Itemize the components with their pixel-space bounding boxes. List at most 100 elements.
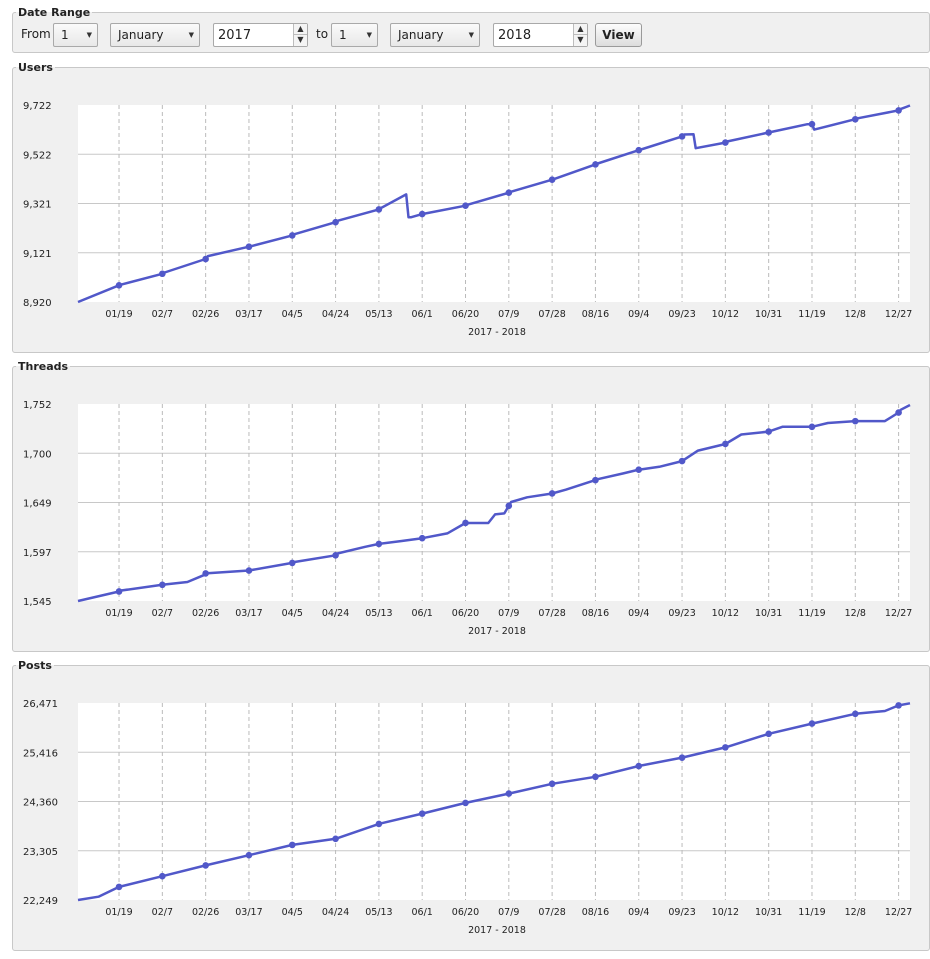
y-tick-label: 26,471 [23,699,58,710]
spin-down-icon[interactable]: ▼ [577,35,584,44]
data-point [159,270,166,278]
from-month-select[interactable]: January ▼ [110,23,200,47]
to-month-select[interactable]: January ▼ [390,23,480,47]
data-point [895,409,902,416]
data-point [115,588,123,595]
x-tick-label: 07/28 [538,608,565,619]
x-tick-label: 08/16 [582,608,609,619]
y-tick-label: 24,360 [23,798,58,809]
to-day-select[interactable]: 1 ▼ [331,23,378,47]
x-tick-label: 04/24 [322,907,349,918]
data-point [592,773,599,781]
x-tick-label: 07/9 [498,309,519,320]
x-tick-label: 06/20 [452,608,479,619]
data-point [895,702,902,709]
view-button[interactable]: View [595,23,642,47]
data-point [678,457,686,465]
x-tick-label: 04/5 [282,608,303,619]
date-range-legend: Date Range [18,6,91,19]
year-spinner[interactable]: ▲ ▼ [293,24,307,46]
x-tick-label: 01/19 [105,309,132,320]
y-tick-label: 8,920 [23,298,52,309]
x-tick-label: 08/16 [582,309,609,320]
chevron-down-icon: ▼ [86,31,92,39]
x-tick-label: 11/19 [798,309,825,320]
data-point [288,232,296,239]
x-tick-label: 07/9 [498,907,519,918]
chevron-down-icon: ▼ [366,31,372,39]
data-point [808,423,816,431]
x-tick-label: 01/19 [105,608,132,619]
x-tick-label: 12/27 [885,309,912,320]
posts-chart-title: Posts [18,659,52,672]
from-year-value: 2017 [218,28,252,43]
spin-up-icon[interactable]: ▲ [294,24,307,35]
x-axis-title: 2017 - 2018 [468,626,526,637]
data-point [722,139,729,146]
data-point [635,762,643,770]
x-tick-label: 03/17 [235,907,262,918]
x-tick-label: 02/26 [192,309,219,320]
x-tick-label: 10/12 [712,309,739,320]
x-tick-label: 09/4 [628,608,649,619]
x-tick-label: 07/28 [538,309,565,320]
data-point [418,810,426,817]
x-tick-label: 10/31 [755,309,782,320]
data-point [808,120,816,128]
x-tick-label: 09/23 [668,309,695,320]
x-tick-label: 03/17 [235,309,262,320]
year-spinner[interactable]: ▲ ▼ [573,24,587,46]
threads-chart-title: Threads [18,360,69,373]
y-tick-label: 1,597 [23,548,52,559]
from-year-input[interactable]: 2017 ▲ ▼ [213,23,308,47]
x-tick-label: 05/13 [365,608,392,619]
spin-down-icon[interactable]: ▼ [297,35,304,44]
from-label: From [21,27,51,41]
x-tick-label: 12/27 [885,608,912,619]
x-tick-label: 04/24 [322,608,349,619]
data-point [115,281,123,289]
data-point [548,780,556,788]
data-point [159,581,166,589]
x-tick-label: 07/9 [498,608,519,619]
x-tick-label: 05/13 [365,907,392,918]
to-year-input[interactable]: 2018 ▲ ▼ [493,23,588,47]
chevron-down-icon: ▼ [188,31,194,39]
data-point [288,841,296,849]
data-point [418,210,426,218]
y-tick-label: 25,416 [23,748,58,759]
x-tick-label: 09/23 [668,907,695,918]
x-tick-label: 10/31 [755,608,782,619]
data-point [202,862,209,869]
from-day-select[interactable]: 1 ▼ [53,23,98,47]
x-tick-label: 02/7 [152,608,173,619]
x-tick-label: 06/1 [412,907,433,918]
data-point [462,202,469,210]
data-point [722,744,729,751]
data-point [765,129,772,136]
x-tick-label: 06/1 [412,608,433,619]
to-label: to [316,27,329,41]
y-tick-label: 9,121 [23,249,52,260]
x-tick-label: 11/19 [798,907,825,918]
data-point [808,720,816,727]
spin-up-icon[interactable]: ▲ [574,24,587,35]
data-point [115,883,123,891]
x-tick-label: 04/24 [322,309,349,320]
users-chart-title: Users [18,61,53,74]
data-point [245,243,253,251]
x-tick-label: 05/13 [365,309,392,320]
x-tick-label: 12/8 [845,608,866,619]
x-tick-label: 02/7 [152,309,173,320]
data-point [375,540,383,548]
y-tick-label: 9,522 [23,150,52,161]
x-tick-label: 02/26 [192,907,219,918]
x-tick-label: 09/4 [628,309,649,320]
y-tick-label: 1,700 [23,449,52,460]
x-tick-label: 02/26 [192,608,219,619]
x-axis-title: 2017 - 2018 [468,925,526,936]
y-tick-label: 9,321 [23,200,52,211]
